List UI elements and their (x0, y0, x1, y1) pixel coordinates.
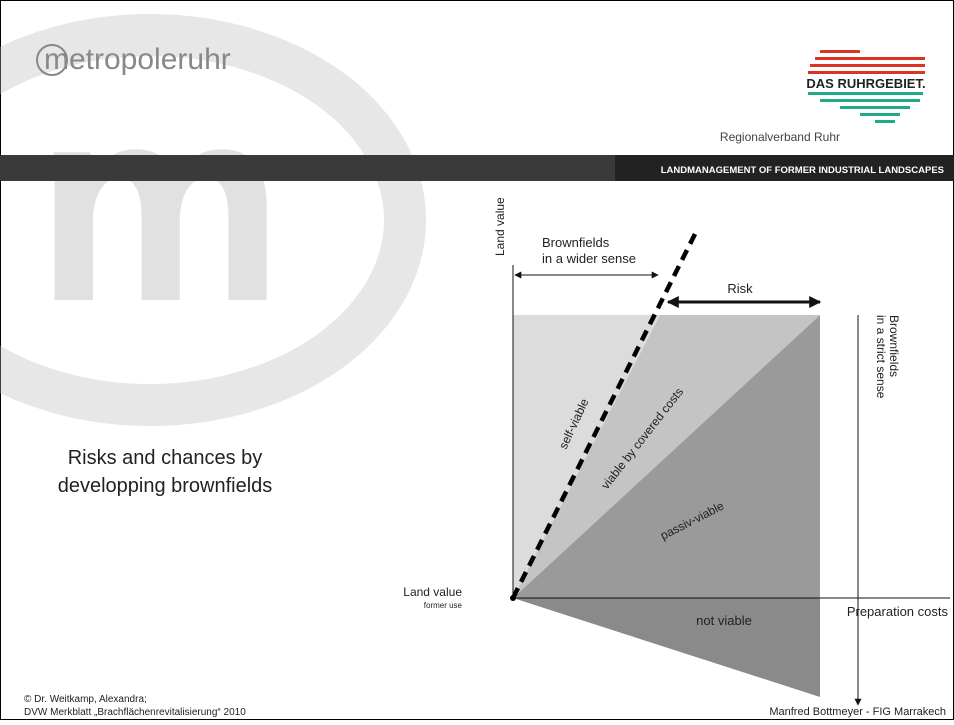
region-label: not viable (696, 613, 752, 628)
slide-title: developping brownfields (58, 475, 273, 497)
organisation: Regionalverband Ruhr (720, 130, 840, 144)
origin-label: Land value (403, 585, 462, 599)
risk-label: Risk (727, 281, 753, 296)
wider-sense-label: in a wider sense (542, 251, 636, 266)
logo: metropoleruhr (44, 43, 231, 76)
not-viable-region (513, 598, 820, 697)
logo-text: metropoleruhr (44, 43, 231, 76)
slide-title: Risks and chances by (68, 447, 263, 469)
covered-costs-region (513, 315, 820, 598)
footer: Manfred Bottmeyer - FIG Marrakech (769, 706, 946, 718)
x-axis-label: Preparation costs (847, 604, 949, 619)
strict-sense-label: Brownfields (887, 315, 901, 377)
origin-dot (510, 595, 516, 601)
banner-text: LANDMANAGEMENT OF FORMER INDUSTRIAL LAND… (661, 165, 944, 176)
wider-sense-label: Brownfields (542, 235, 610, 250)
watermark: m (0, 14, 426, 426)
origin-sublabel: former use (424, 601, 463, 610)
credit: DVW Merkblatt „Brachflächenrevitalisieru… (24, 707, 246, 718)
svg-text:m: m (35, 48, 284, 360)
y-axis-label: Land value (493, 197, 507, 256)
strict-sense-label: in a strict sense (874, 315, 888, 399)
credit: © Dr. Weitkamp, Alexandra; (24, 694, 147, 705)
diagram: Land value Brownfields in a wider sense … (403, 197, 950, 706)
logo-circle (36, 44, 68, 76)
ruhr-logo: DAS RUHRGEBIET. (806, 50, 926, 123)
banner-right (615, 155, 954, 181)
dashed-boundary (510, 228, 700, 600)
brand: DAS RUHRGEBIET. (806, 76, 925, 91)
